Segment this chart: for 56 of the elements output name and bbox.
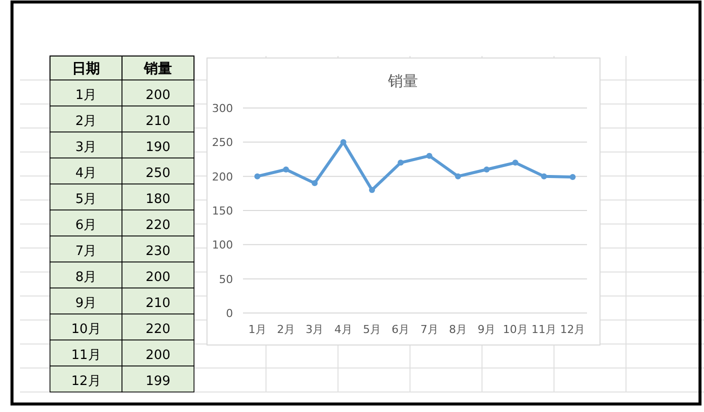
chart-title: 销量 xyxy=(387,72,418,90)
y-tick-label: 7月 xyxy=(75,244,97,259)
point xyxy=(340,139,346,146)
y-tick-label: 3月 xyxy=(75,140,97,155)
y-tick-label: 100 xyxy=(212,238,233,252)
y-tick-label: 11月 xyxy=(71,348,101,363)
point xyxy=(312,180,318,186)
x-tick-label: 6月 xyxy=(392,323,410,336)
y-tick-label: 1月 xyxy=(75,88,97,103)
point xyxy=(398,160,404,166)
data-label: 200 xyxy=(146,348,170,363)
x-tick-label: 4月 xyxy=(334,323,352,336)
y-tick-label: 8月 xyxy=(75,270,97,285)
data-label: 210 xyxy=(146,296,170,311)
y-tick-label: 200 xyxy=(212,170,233,184)
text: 日期 xyxy=(72,61,100,77)
data-label: 250 xyxy=(146,166,170,181)
y-tick-label: 6月 xyxy=(75,218,97,233)
y-tick-label: 250 xyxy=(212,136,233,150)
point xyxy=(512,160,518,166)
y-tick-label: 50 xyxy=(219,272,233,286)
point xyxy=(369,187,375,193)
point xyxy=(570,174,576,180)
y-tick-label: 5月 xyxy=(75,192,97,207)
y-tick-label: 0 xyxy=(226,307,233,320)
x-tick-label: 8月 xyxy=(449,323,467,336)
point xyxy=(283,166,289,172)
point xyxy=(254,173,260,180)
data-label: 200 xyxy=(146,270,170,285)
data-label: 220 xyxy=(146,218,170,233)
x-tick-label: 2月 xyxy=(277,323,295,336)
data-label: 230 xyxy=(146,244,170,259)
point xyxy=(484,166,490,172)
y-tick-label: 4月 xyxy=(75,166,97,181)
x-tick-label: 9月 xyxy=(478,323,496,336)
point xyxy=(541,173,547,180)
data-label: 210 xyxy=(146,114,170,129)
data-label: 180 xyxy=(146,192,170,207)
y-tick-label: 2月 xyxy=(75,114,97,129)
data-label: 200 xyxy=(146,88,170,103)
x-tick-label: 12月 xyxy=(560,323,586,336)
point xyxy=(426,152,432,159)
data-label: 199 xyxy=(146,374,170,389)
y-tick-label: 9月 xyxy=(75,296,97,311)
y-tick-label: 300 xyxy=(212,102,233,115)
x-tick-label: 3月 xyxy=(306,323,324,336)
data-label: 190 xyxy=(146,140,170,155)
y-tick-label: 150 xyxy=(212,204,233,218)
x-tick-label: 7月 xyxy=(420,323,438,336)
x-tick-label: 5月 xyxy=(363,323,381,336)
data-label: 220 xyxy=(146,322,170,337)
x-tick-label: 11月 xyxy=(532,323,556,336)
y-tick-label: 12月 xyxy=(71,374,101,389)
point xyxy=(455,173,461,180)
x-tick-label: 10月 xyxy=(502,323,528,336)
x-tick-label: 1月 xyxy=(248,323,266,336)
